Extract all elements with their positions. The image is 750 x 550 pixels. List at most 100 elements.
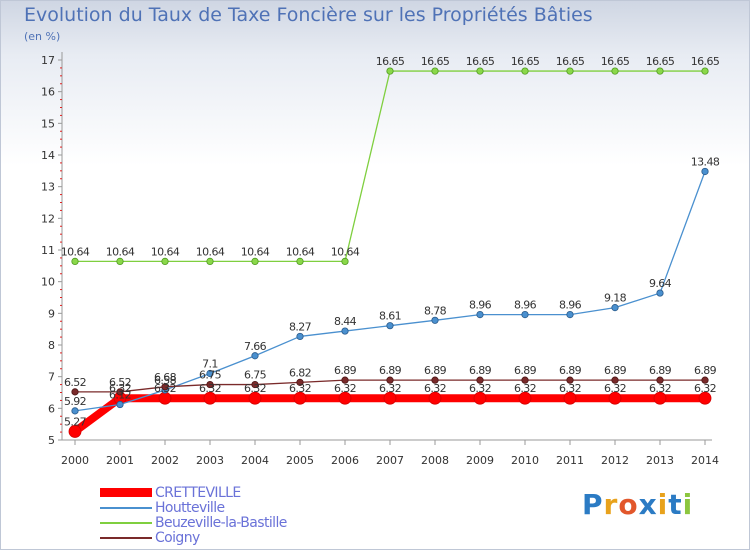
- data-label: 6.32: [379, 382, 401, 395]
- y-minor-tick: [60, 304, 62, 306]
- data-label: 9.18: [604, 292, 627, 305]
- data-label: 10.64: [286, 245, 315, 258]
- y-tick-label: 13: [41, 181, 55, 194]
- data-label: 10.64: [241, 245, 270, 258]
- data-point: [293, 391, 307, 405]
- data-point: [701, 376, 709, 384]
- data-label: 6.89: [424, 364, 447, 377]
- data-point: [476, 310, 484, 319]
- data-label: 8.61: [379, 310, 401, 323]
- y-tick-label: 15: [41, 117, 55, 130]
- logo-letter: i: [682, 488, 694, 521]
- data-label: 6.89: [469, 364, 492, 377]
- y-minor-tick: [60, 289, 62, 291]
- y-minor-tick: [60, 265, 62, 267]
- legend-item: CRETTEVILLE: [100, 485, 287, 501]
- data-point: [566, 376, 574, 384]
- data-point: [386, 322, 394, 330]
- y-tick-label: 10: [41, 276, 55, 289]
- y-minor-tick: [60, 170, 62, 172]
- y-tick-label: 7: [48, 371, 55, 384]
- data-label: 6.82: [289, 366, 311, 379]
- data-label: 6.32: [289, 382, 311, 395]
- data-point: [383, 391, 397, 405]
- data-point: [473, 391, 487, 405]
- data-label: 6.32: [424, 382, 446, 395]
- data-label: 7.66: [244, 340, 267, 353]
- data-point: [71, 388, 79, 396]
- data-label: 7.1: [202, 358, 218, 371]
- y-minor-tick: [60, 297, 62, 298]
- data-label: 16.65: [601, 55, 630, 68]
- data-label: 6.89: [379, 364, 402, 377]
- data-point: [521, 310, 529, 319]
- data-point: [296, 332, 304, 341]
- legend-item: Beuzeville-la-Bastille: [100, 515, 287, 531]
- y-tick-label: 17: [41, 54, 55, 67]
- y-tick-label: 5: [48, 434, 55, 447]
- legend-item: Coigny: [100, 530, 287, 546]
- data-point: [611, 67, 619, 75]
- data-point: [656, 376, 664, 384]
- data-label: 16.65: [376, 55, 405, 68]
- data-point: [431, 67, 439, 75]
- data-label: 10.64: [61, 245, 90, 258]
- data-point: [341, 376, 349, 384]
- y-minor-tick: [60, 202, 62, 203]
- data-point: [206, 380, 214, 389]
- data-label: 10.64: [106, 245, 135, 258]
- y-tick-label: 11: [41, 244, 55, 257]
- y-tick-label: 14: [41, 149, 55, 162]
- y-minor-tick: [60, 368, 62, 370]
- data-point: [653, 391, 667, 405]
- data-point: [71, 257, 79, 265]
- data-point: [608, 391, 622, 405]
- chart-subtitle: (en %): [24, 30, 61, 43]
- y-tick-label: 9: [48, 307, 55, 320]
- y-minor-tick: [60, 431, 62, 433]
- data-point: [698, 391, 712, 405]
- data-label: 6.32: [514, 382, 536, 395]
- data-label: 6.52: [64, 376, 86, 389]
- y-minor-tick: [60, 75, 62, 77]
- logo-letter: t: [668, 488, 683, 521]
- x-tick-label: 2010: [511, 454, 539, 467]
- data-point: [206, 369, 214, 378]
- logo-letter: x: [638, 488, 658, 521]
- data-point: [161, 257, 169, 265]
- data-label: 10.64: [196, 245, 225, 258]
- y-minor-tick: [60, 114, 62, 116]
- y-minor-tick: [60, 138, 62, 140]
- data-label: 13.48: [691, 155, 720, 168]
- logo-letter: i: [657, 488, 669, 521]
- y-minor-tick: [60, 83, 62, 85]
- data-label: 16.65: [421, 55, 450, 68]
- y-minor-tick: [60, 399, 62, 401]
- x-tick-label: 2003: [196, 454, 224, 467]
- data-point: [71, 407, 79, 415]
- data-label: 6.32: [649, 382, 671, 395]
- data-point: [341, 257, 349, 265]
- x-tick-label: 2012: [601, 454, 629, 467]
- data-label: 6.32: [244, 382, 266, 395]
- data-label: 10.64: [331, 245, 360, 258]
- data-label: 6.58: [154, 374, 177, 387]
- y-minor-tick: [60, 225, 62, 227]
- data-label: 6.32: [469, 382, 491, 395]
- legend-item: Houtteville: [100, 500, 287, 516]
- x-tick-label: 2011: [556, 454, 584, 467]
- data-label: 8.96: [469, 299, 492, 312]
- data-point: [431, 316, 439, 324]
- x-tick-label: 2005: [286, 454, 314, 467]
- data-label: 5.92: [64, 395, 86, 408]
- data-label: 6.89: [649, 364, 672, 377]
- data-label: 16.65: [511, 55, 540, 68]
- data-point: [563, 391, 577, 405]
- y-tick-label: 16: [41, 86, 55, 99]
- data-label: 6.32: [154, 382, 176, 395]
- x-tick-label: 2007: [376, 454, 404, 467]
- data-label: 10.64: [151, 245, 180, 258]
- data-point: [296, 378, 304, 386]
